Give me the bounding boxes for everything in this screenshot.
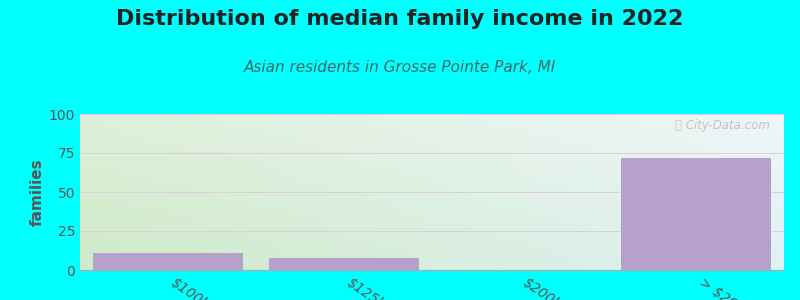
- Text: Asian residents in Grosse Pointe Park, MI: Asian residents in Grosse Pointe Park, M…: [244, 60, 556, 75]
- Bar: [622, 158, 771, 270]
- Y-axis label: families: families: [30, 158, 45, 226]
- Text: Distribution of median family income in 2022: Distribution of median family income in …: [116, 9, 684, 29]
- Bar: [269, 257, 419, 270]
- Bar: [93, 253, 243, 270]
- Text: ⓘ City-Data.com: ⓘ City-Data.com: [675, 119, 770, 132]
